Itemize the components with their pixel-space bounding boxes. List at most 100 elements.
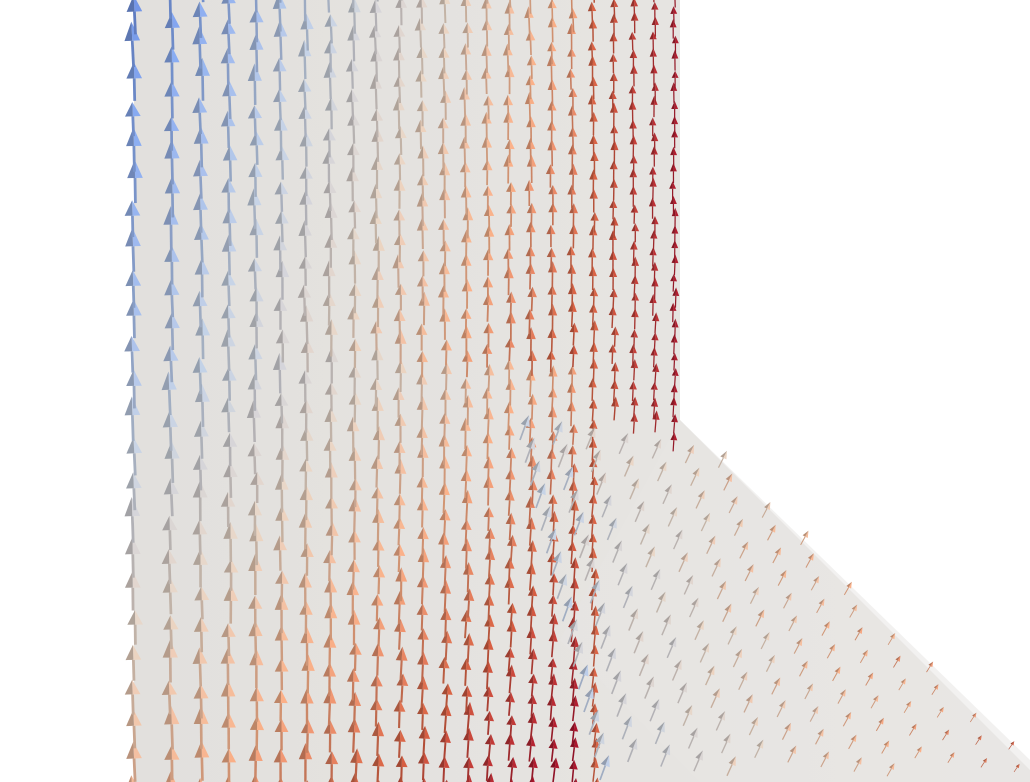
arrow-glyph bbox=[345, 58, 359, 89]
arrow-glyph bbox=[221, 0, 236, 24]
arrow-glyph bbox=[164, 441, 180, 483]
arrow-glyph bbox=[609, 288, 618, 309]
arrow-glyph bbox=[552, 421, 563, 445]
arrow-glyph bbox=[525, 262, 536, 290]
arrow-glyph bbox=[221, 304, 236, 338]
arrow-glyph bbox=[445, 779, 448, 782]
arrow-glyph bbox=[416, 100, 429, 127]
arrow-glyph bbox=[903, 700, 912, 714]
arrow-glyph bbox=[548, 494, 558, 517]
arrow-glyph bbox=[325, 346, 339, 384]
arrow-glyph bbox=[325, 521, 339, 556]
arrow-glyph bbox=[164, 46, 180, 85]
arrow-glyph bbox=[529, 0, 532, 14]
arrow-glyph bbox=[161, 680, 178, 715]
arrow-glyph bbox=[509, 0, 512, 8]
arrow-glyph bbox=[274, 592, 289, 634]
arrow-glyph bbox=[483, 636, 494, 668]
arrow-glyph bbox=[298, 78, 312, 110]
arrow-glyph bbox=[347, 226, 360, 257]
arrow-glyph bbox=[629, 478, 639, 500]
arrow-glyph bbox=[548, 673, 558, 701]
arrow-glyph bbox=[506, 602, 517, 628]
arrow-glyph bbox=[506, 182, 516, 206]
arrow-glyph bbox=[865, 672, 874, 686]
arrow-glyph bbox=[372, 538, 385, 567]
arrow-glyph bbox=[350, 748, 363, 782]
arrow-glyph bbox=[161, 549, 177, 584]
arrow-glyph bbox=[322, 150, 336, 183]
arrow-glyph bbox=[372, 753, 385, 782]
arrow-glyph bbox=[634, 501, 645, 523]
arrow-glyph bbox=[461, 69, 472, 95]
arrow-glyph bbox=[566, 68, 576, 90]
arrow-glyph bbox=[577, 664, 589, 690]
arrow-glyph bbox=[629, 185, 638, 207]
arrow-glyph bbox=[767, 524, 776, 541]
arrow-glyph bbox=[482, 431, 493, 460]
arrow-glyph bbox=[504, 647, 515, 672]
arrow-glyph bbox=[125, 101, 141, 137]
arrow-glyph bbox=[630, 11, 639, 34]
arrow-glyph bbox=[744, 564, 754, 582]
arrow-glyph bbox=[608, 249, 618, 274]
arrow-glyph bbox=[671, 352, 678, 371]
arrow-glyph bbox=[609, 199, 618, 220]
arrow-glyph bbox=[609, 267, 618, 291]
arrow-glyph bbox=[727, 626, 737, 645]
arrow-glyph bbox=[710, 688, 720, 709]
arrow-glyph bbox=[126, 437, 143, 476]
arrow-glyph bbox=[528, 756, 538, 782]
arrow-glyph bbox=[630, 240, 638, 262]
arrow-glyph bbox=[395, 0, 408, 26]
arrow-glyph bbox=[192, 357, 208, 395]
arrow-glyph bbox=[249, 286, 264, 322]
arrow-glyph bbox=[771, 677, 781, 695]
arrow-glyph bbox=[221, 270, 236, 307]
arrow-glyph bbox=[590, 212, 599, 233]
arrow-glyph bbox=[590, 449, 601, 473]
arrow-glyph bbox=[273, 19, 288, 60]
arrow-glyph bbox=[275, 505, 290, 543]
arrow-glyph bbox=[670, 432, 678, 452]
arrow-glyph bbox=[249, 715, 265, 751]
arrow-glyph bbox=[297, 284, 312, 316]
arrow-glyph bbox=[572, 641, 584, 667]
arrow-glyph bbox=[503, 110, 514, 140]
arrow-glyph bbox=[418, 725, 431, 757]
arrow-glyph bbox=[623, 455, 634, 477]
arrow-glyph bbox=[247, 500, 263, 536]
arrow-glyph bbox=[223, 584, 239, 624]
arrow-glyph bbox=[416, 475, 428, 504]
arrow-glyph bbox=[322, 291, 336, 326]
arrow-glyph bbox=[678, 552, 688, 573]
arrow-glyph bbox=[194, 586, 210, 620]
arrow-glyph bbox=[526, 604, 537, 633]
arrow-glyph bbox=[726, 756, 736, 777]
arrow-glyph bbox=[418, 291, 430, 326]
arrow-glyph bbox=[503, 94, 514, 120]
arrow-glyph bbox=[660, 744, 671, 767]
arrow-glyph bbox=[274, 393, 289, 424]
arrow-glyph bbox=[507, 756, 518, 782]
arrow-glyph bbox=[783, 592, 792, 609]
arrow-glyph bbox=[274, 658, 289, 691]
arrow-glyph bbox=[298, 370, 312, 403]
arrow-glyph bbox=[275, 210, 289, 243]
arrow-glyph bbox=[610, 124, 619, 145]
arrow-glyph bbox=[221, 623, 236, 657]
arrow-glyph bbox=[459, 161, 471, 188]
arrow-glyph bbox=[460, 308, 472, 334]
arrow-glyph bbox=[969, 712, 977, 723]
arrow-glyph bbox=[519, 415, 530, 441]
arrow-glyph bbox=[760, 632, 770, 650]
arrow-glyph bbox=[667, 506, 678, 527]
arrow-glyph bbox=[548, 202, 558, 226]
arrow-glyph bbox=[893, 655, 901, 668]
arrow-glyph bbox=[610, 670, 622, 695]
arrow-glyph bbox=[126, 369, 142, 409]
arrow-glyph bbox=[723, 473, 733, 491]
arrow-glyph bbox=[589, 341, 598, 367]
